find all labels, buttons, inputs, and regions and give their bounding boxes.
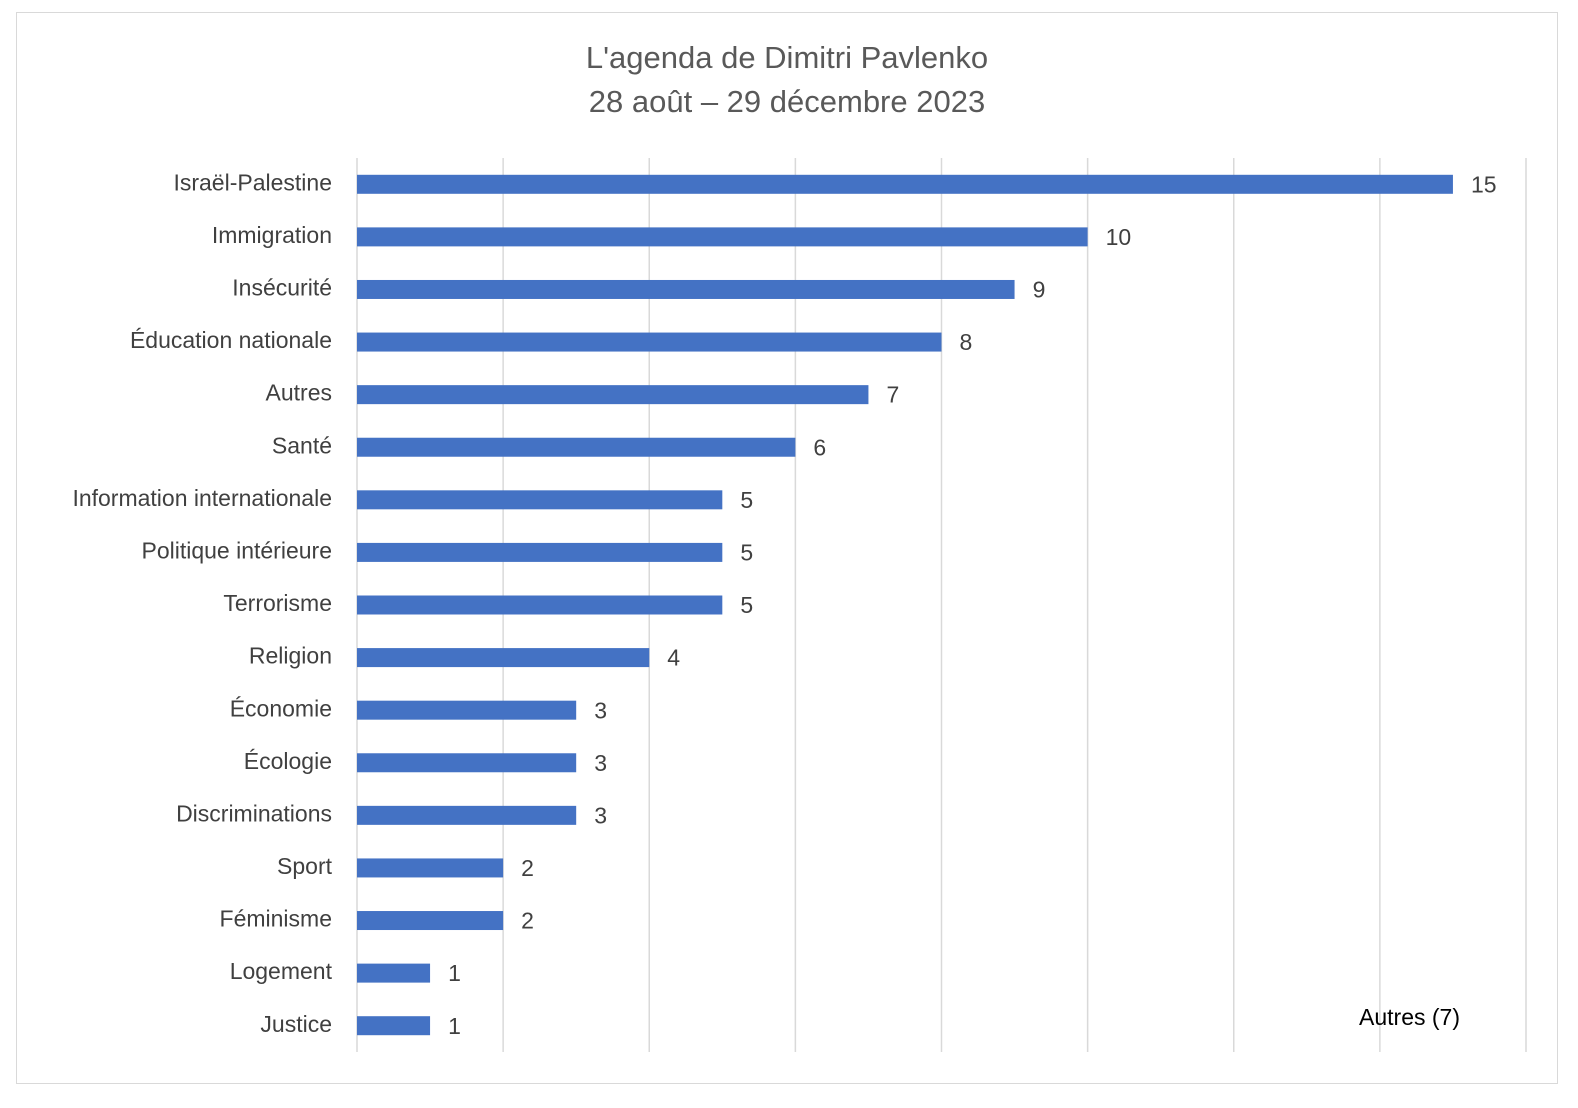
chart-annotation: Autres (7) [1359,1004,1460,1030]
category-label: Religion [249,643,332,669]
bar [357,332,942,352]
bar [357,1016,431,1036]
category-label: Économie [230,695,332,721]
bars [357,174,1453,1036]
value-label: 15 [1471,171,1497,197]
bar [357,279,1015,299]
category-label: Écologie [244,748,332,774]
chart-title: L'agenda de Dimitri Pavlenko [586,40,988,75]
value-label: 8 [960,329,973,355]
bar [357,753,577,773]
category-label: Logement [230,958,333,984]
gridlines [356,158,1527,1052]
category-label: Discriminations [176,800,332,826]
bar [357,227,1088,247]
value-label: 2 [521,855,534,881]
bar [357,595,723,615]
bar [357,911,504,931]
value-label: 4 [667,645,680,671]
value-label: 7 [886,382,899,408]
category-label: Sport [277,853,333,879]
value-label: 5 [740,539,753,565]
category-label: Santé [272,432,332,458]
value-label: 3 [594,697,607,723]
bar [357,648,650,668]
value-label: 3 [594,750,607,776]
value-label: 10 [1106,224,1132,250]
category-label: Éducation nationale [130,327,332,353]
bar [357,542,723,562]
chart-subtitle: 28 août – 29 décembre 2023 [589,84,985,119]
category-label: Insécurité [232,275,332,301]
value-label: 3 [594,802,607,828]
category-label: Féminisme [220,906,332,932]
bar [357,437,796,457]
bar [357,805,577,825]
bar [357,963,431,983]
category-labels: Israël-Palestine Immigration Insécurité Édu… [72,169,332,1036]
bar [357,700,577,720]
value-labels: 15 10 9 8 7 6 5 5 5 4 3 3 3 2 2 1 1 [448,171,1496,1038]
value-label: 1 [448,960,461,986]
bar [357,385,869,405]
category-label: Terrorisme [223,590,332,616]
category-label: Justice [260,1011,332,1037]
value-label: 5 [740,592,753,618]
category-label: Immigration [212,222,332,248]
bar [357,490,723,510]
category-label: Politique intérieure [141,537,332,563]
category-label: Information internationale [72,485,332,511]
value-label: 5 [740,487,753,513]
value-label: 9 [1033,277,1046,303]
value-label: 2 [521,908,534,934]
bar [357,174,1453,194]
value-label: 1 [448,1013,461,1039]
bar [357,858,504,878]
category-label: Israël-Palestine [173,169,332,195]
value-label: 6 [813,434,826,460]
category-label: Autres [266,380,332,406]
